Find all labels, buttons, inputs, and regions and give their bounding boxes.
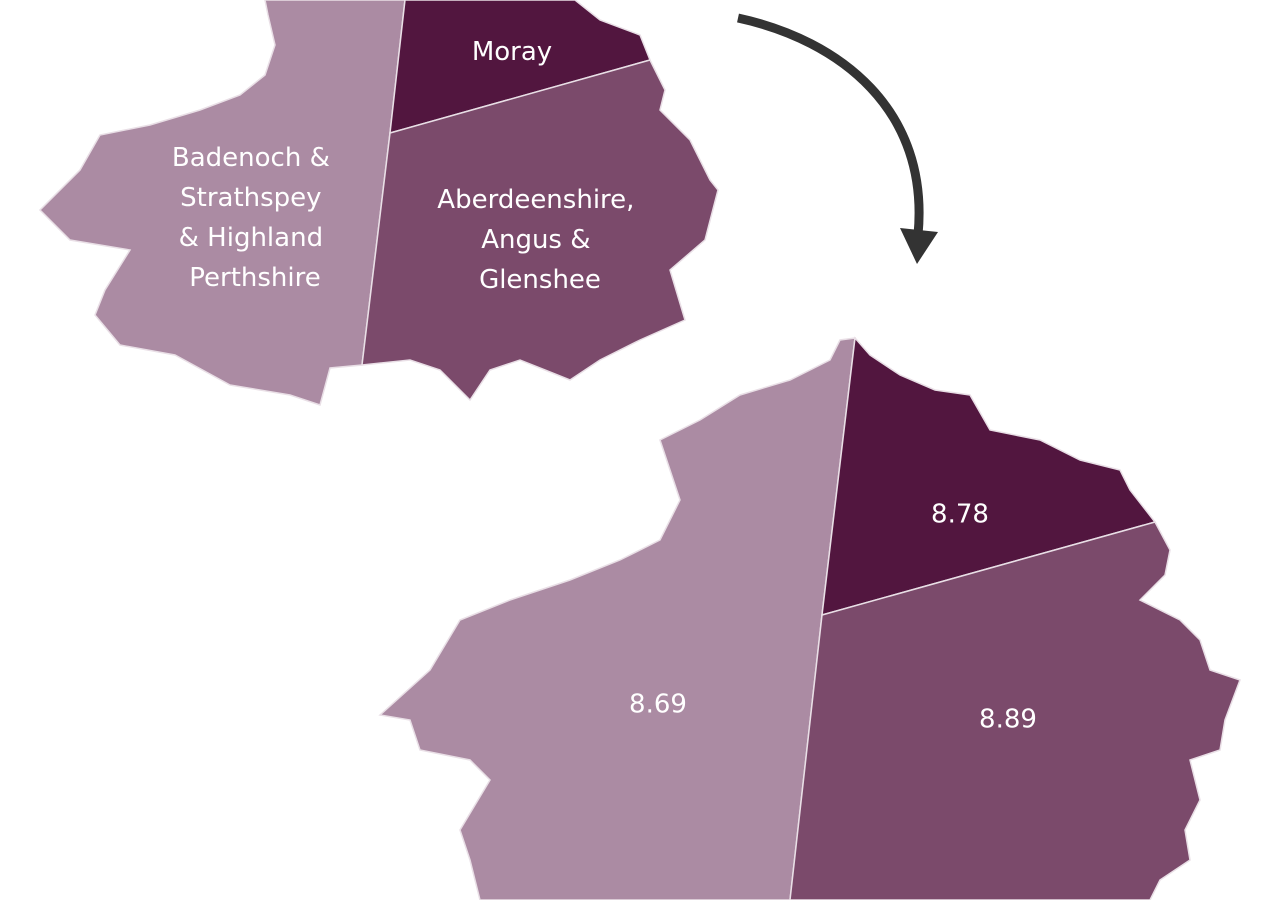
label-line: & Highland [179,223,323,253]
label-line: Angus & [481,225,590,255]
region-label: Moray [472,37,552,67]
arrow-head [900,228,938,264]
region-value: 8.69 [629,690,687,720]
arrow [737,13,938,264]
region-label: Aberdeenshire, Angus & Glenshee [437,185,642,295]
region-value: 8.78 [931,500,989,530]
value-map: 8.69 8.78 8.89 [378,336,1241,900]
region-area [38,0,406,406]
region-area [361,59,719,402]
label-line: Aberdeenshire, [437,185,634,215]
region-area [789,521,1241,900]
label-line: Perthshire [189,263,320,293]
arrow-shaft [737,13,924,236]
label-line: Strathspey [180,183,321,213]
region-value: 8.89 [979,705,1037,735]
region-area [378,337,856,900]
label-line: Glenshee [479,265,601,295]
labelled-map: Badenoch & Strathspey & Highland Perthsh… [38,0,719,406]
region-label: Badenoch & Strathspey & Highland Perthsh… [172,143,338,293]
label-line: Moray [472,37,552,67]
label-line: Badenoch & [172,143,330,173]
